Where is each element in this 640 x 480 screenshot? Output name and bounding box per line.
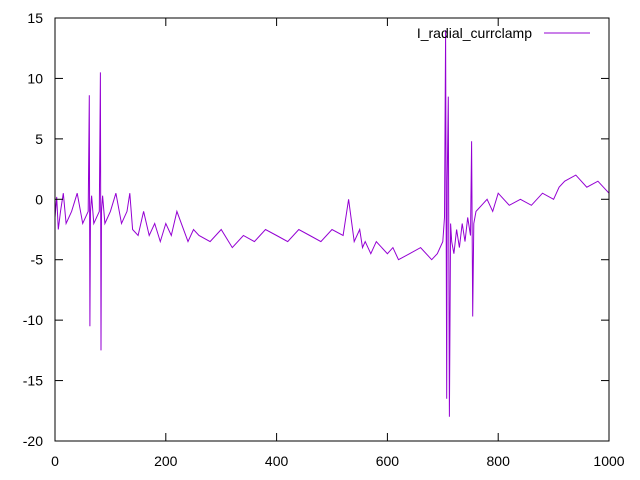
x-tick-label: 800 (487, 453, 511, 469)
x-tick-label: 1000 (593, 453, 624, 469)
series-line (54, 30, 610, 417)
y-tick-label: -5 (31, 252, 44, 268)
y-tick-label: 10 (27, 70, 43, 86)
x-tick-label: 0 (51, 453, 59, 469)
y-tick-label: 5 (35, 131, 43, 147)
x-axis: 0 200 400 600 800 1000 (51, 18, 625, 469)
x-tick-label: 400 (265, 453, 289, 469)
series-layer (54, 30, 610, 417)
y-tick-label: 0 (35, 191, 43, 207)
y-tick-label: 15 (27, 10, 43, 26)
y-axis: -20 -15 -10 -5 0 5 10 15 (23, 10, 609, 449)
y-tick-label: -15 (23, 373, 43, 389)
legend: I_radial_currclamp (417, 25, 590, 41)
x-tick-label: 200 (154, 453, 178, 469)
y-tick-label: -10 (23, 312, 43, 328)
plot-frame (54, 17, 610, 442)
x-tick-label: 600 (376, 453, 400, 469)
legend-label: I_radial_currclamp (417, 25, 532, 41)
y-tick-label: -20 (23, 433, 43, 449)
